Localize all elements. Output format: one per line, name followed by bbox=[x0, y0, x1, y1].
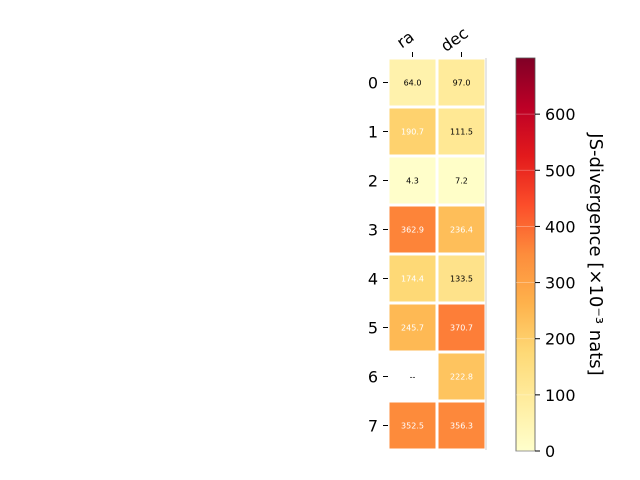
heatmap-cell bbox=[438, 402, 485, 449]
colorbar-frame bbox=[515, 57, 536, 452]
cell-value-label: 133.5 bbox=[450, 275, 473, 284]
row-label: 3 bbox=[368, 221, 378, 240]
cell-value-label: 190.7 bbox=[401, 128, 424, 137]
heatmap-cell bbox=[438, 304, 485, 351]
cell-value-label: 111.5 bbox=[450, 128, 473, 137]
cell-value-label: 236.4 bbox=[450, 226, 473, 235]
row-label: 4 bbox=[368, 270, 378, 289]
heatmap-cell bbox=[438, 206, 485, 253]
heatmap-cells bbox=[389, 58, 487, 450]
colorbar-tick-label: 600 bbox=[545, 105, 576, 124]
cell-value-label: 362.9 bbox=[401, 226, 424, 235]
cell-value-label: 222.8 bbox=[450, 373, 473, 382]
colorbar-tick-label: 200 bbox=[545, 330, 576, 349]
heatmap-cell bbox=[389, 255, 436, 302]
cell-value-label: 370.7 bbox=[450, 324, 473, 333]
cell-value-label: 245.7 bbox=[401, 324, 424, 333]
row-label: 5 bbox=[368, 319, 378, 338]
heatmap-cell bbox=[389, 304, 436, 351]
heatmap-cell bbox=[389, 108, 436, 155]
heatmap-cell bbox=[438, 108, 485, 155]
cell-value-label: 64.0 bbox=[404, 79, 422, 88]
colorbar-tick-label: 400 bbox=[545, 217, 576, 236]
heatmap-cell bbox=[389, 157, 436, 204]
colorbar-tick-label: 100 bbox=[545, 386, 576, 405]
colorbar-tick-label: 500 bbox=[545, 161, 576, 180]
cell-value-label: 97.0 bbox=[453, 79, 471, 88]
row-label: 2 bbox=[368, 172, 378, 191]
row-label: 7 bbox=[368, 417, 378, 436]
heatmap-labels: 64.0 97.0 190.7 111.5 4.3 7.2 362.9 236.4 174.4 1… bbox=[368, 23, 473, 435]
cell-value-label: 174.4 bbox=[401, 275, 424, 284]
heatmap-cell bbox=[389, 206, 436, 253]
heatmap-cell bbox=[438, 157, 485, 204]
cell-value-label: 352.5 bbox=[401, 422, 424, 431]
heatmap-cell bbox=[389, 402, 436, 449]
colorbar-tick-label: 300 bbox=[545, 274, 576, 293]
cell-value-label: 7.2 bbox=[455, 177, 468, 186]
colorbar: 0 100 200 300 400 500 600 JS-divergence [×10⁻³ … bbox=[515, 57, 606, 461]
column-label: ra bbox=[393, 27, 417, 52]
heatmap-cell bbox=[389, 59, 436, 106]
cell-value-label: -- bbox=[410, 373, 416, 382]
row-label: 6 bbox=[368, 368, 378, 387]
colorbar-gradient bbox=[516, 58, 535, 451]
cell-value-label: 356.3 bbox=[450, 422, 473, 431]
row-label: 0 bbox=[368, 74, 378, 93]
cell-value-label: 4.3 bbox=[406, 177, 419, 186]
heatmap-cell bbox=[438, 255, 485, 302]
column-label: dec bbox=[437, 23, 471, 55]
colorbar-tick-label: 0 bbox=[545, 442, 555, 461]
row-label: 1 bbox=[368, 123, 378, 142]
heatmap-cell bbox=[438, 59, 485, 106]
heatmap-cell bbox=[438, 353, 485, 400]
colorbar-label: JS-divergence [×10⁻³ nats] bbox=[585, 132, 606, 375]
